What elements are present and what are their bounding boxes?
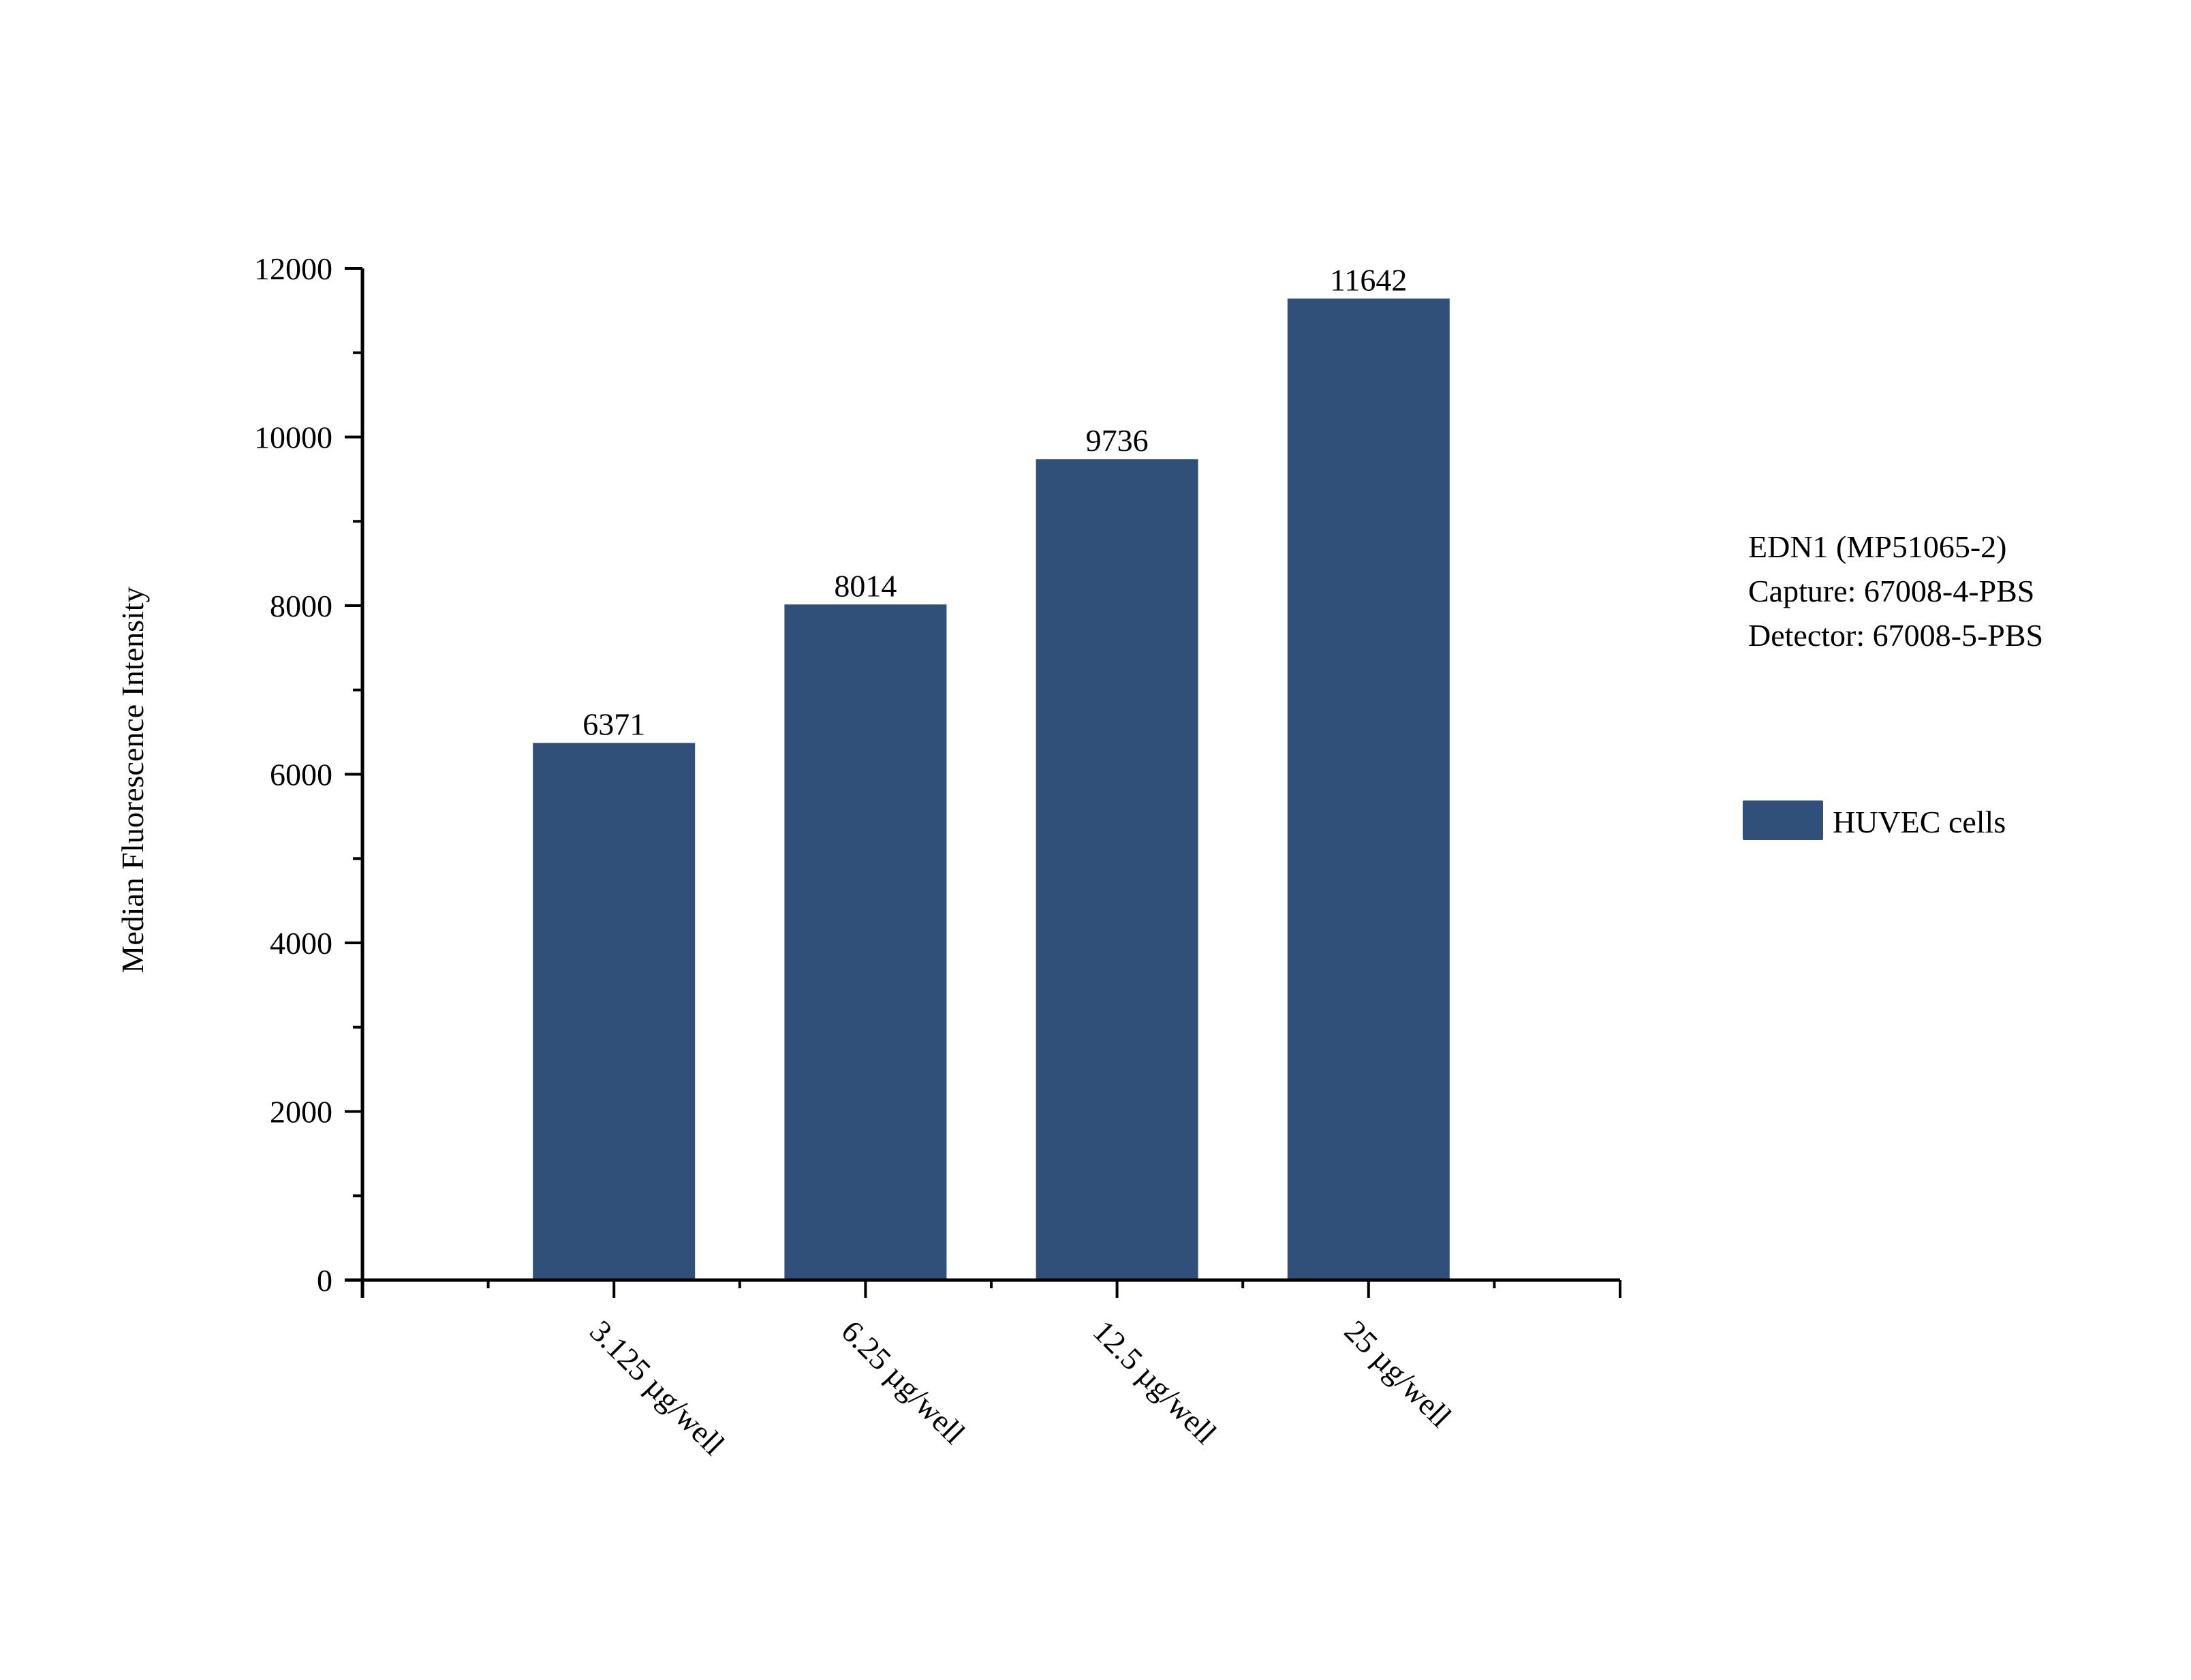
data-labels: 6371 8014 9736 11642	[582, 262, 1407, 741]
bar-value-label: 8014	[834, 568, 897, 603]
x-axis	[345, 1278, 1621, 1298]
y-tick-label: 0	[317, 1263, 332, 1298]
annotation-line-target: EDN1 (MP51065-2)	[1748, 529, 2006, 564]
bar	[533, 743, 696, 1279]
annotation-line-detector: Detector: 67008-5-PBS	[1748, 618, 2043, 653]
bar	[784, 604, 947, 1279]
annotation-line-capture: Capture: 67008-4-PBS	[1748, 574, 2034, 608]
y-axis: 0 2000 4000 6000 8000 10000 12000	[254, 251, 364, 1298]
bar-value-label: 6371	[582, 707, 645, 742]
x-category-label: 6.25 µg/well	[835, 1313, 972, 1450]
legend-swatch	[1743, 800, 1823, 840]
legend: HUVEC cells	[1743, 800, 2006, 840]
legend-label: HUVEC cells	[1833, 805, 2006, 839]
y-tick-label: 2000	[270, 1095, 332, 1130]
x-category-label: 12.5 µg/well	[1087, 1313, 1224, 1450]
y-tick-label: 6000	[270, 758, 332, 792]
y-axis-title: Median Fluorescence Intensity	[115, 587, 150, 973]
bar	[1036, 459, 1198, 1279]
y-tick-label: 4000	[270, 926, 332, 961]
y-tick-label: 10000	[254, 420, 332, 455]
category-labels: 3.125 µg/well 6.25 µg/well 12.5 µg/well 25 …	[583, 1313, 1458, 1461]
y-tick-label: 8000	[270, 589, 332, 623]
x-category-label: 25 µg/well	[1338, 1313, 1459, 1434]
bar-series	[533, 298, 1450, 1279]
annotation-block: EDN1 (MP51065-2) Capture: 67008-4-PBS De…	[1748, 529, 2043, 653]
bar-value-label: 11642	[1330, 262, 1407, 297]
bar-value-label: 9736	[1086, 423, 1149, 458]
bar	[1287, 298, 1450, 1279]
y-tick-label: 12000	[254, 251, 332, 286]
x-category-label: 3.125 µg/well	[583, 1313, 731, 1461]
